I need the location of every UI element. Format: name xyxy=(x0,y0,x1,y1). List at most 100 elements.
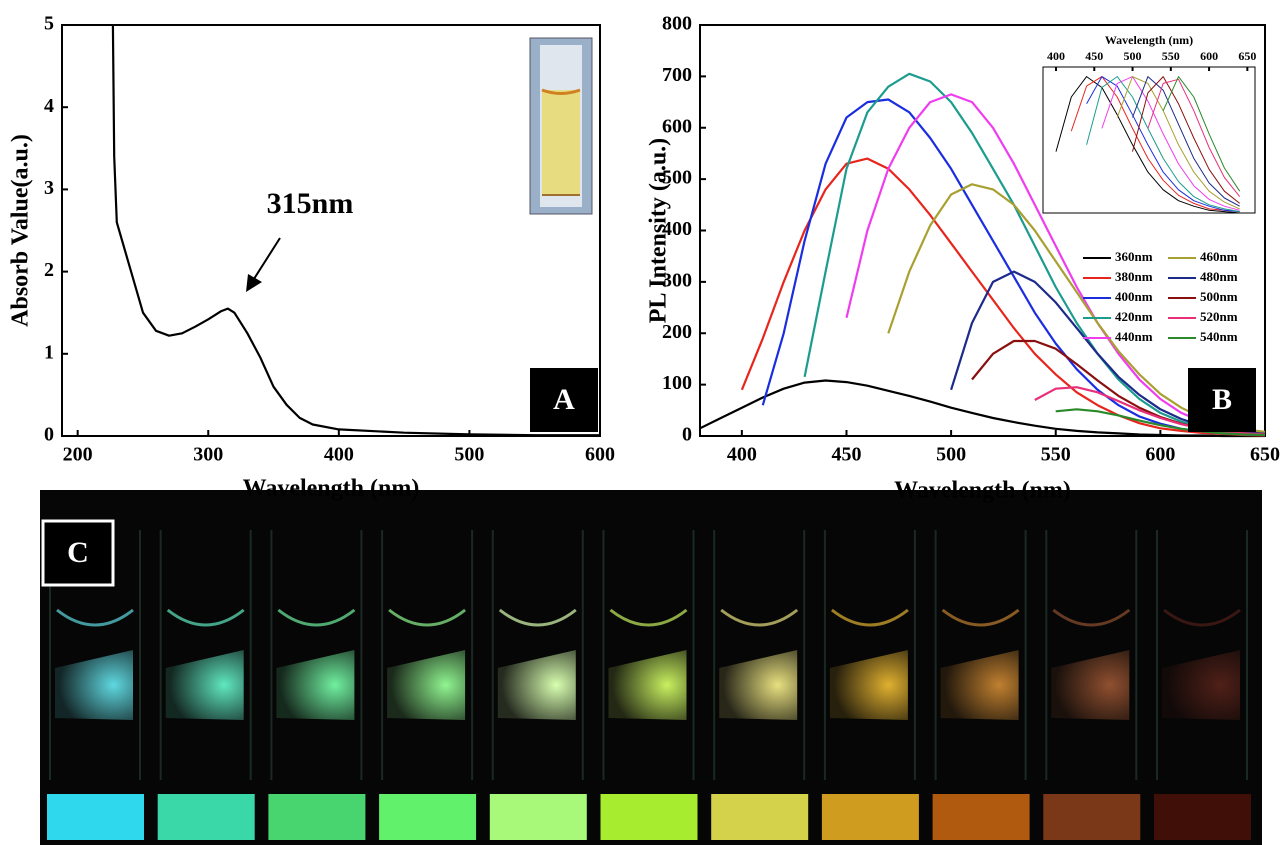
x-axis-label: Wavelength (nm) xyxy=(894,478,1071,504)
data-line xyxy=(1070,76,1240,213)
cuvette-meniscus xyxy=(1052,608,1131,627)
x-tick-label: 500 xyxy=(454,444,484,466)
x-axis-label: Wavelength (nm) xyxy=(1105,33,1193,47)
color-swatch xyxy=(489,794,587,840)
y-tick-label: 4 xyxy=(44,95,54,117)
data-line xyxy=(1101,76,1240,211)
y-axis-label: PL Intensity (a.u.) xyxy=(646,138,672,323)
cuvette-photo xyxy=(529,37,593,215)
data-line xyxy=(1162,76,1241,192)
cuvette-outline xyxy=(823,530,916,780)
panel-label-box xyxy=(530,368,598,432)
data-line xyxy=(1034,386,1266,436)
y-axis-label: Absorb Value(a.u.) xyxy=(8,134,34,327)
annotation-arrow xyxy=(251,237,281,283)
cuvette-meniscus xyxy=(1163,608,1241,627)
y-tick-label: 300 xyxy=(662,269,692,291)
color-swatch xyxy=(157,794,255,840)
x-tick-label: 400 xyxy=(727,444,757,466)
cuvette-glow xyxy=(1162,650,1240,720)
cuvette-glow xyxy=(55,650,133,720)
cuvette-meniscus xyxy=(56,608,134,627)
x-tick-label: 650 xyxy=(1250,444,1280,466)
legend-label: 440nm xyxy=(1115,329,1153,344)
cuvette-outline xyxy=(381,530,474,780)
cuvette-meniscus xyxy=(720,608,799,627)
y-tick-label: 800 xyxy=(662,13,692,35)
x-tick-label: 500 xyxy=(1124,49,1142,63)
x-tick-label: 450 xyxy=(831,444,861,466)
x-tick-label: 500 xyxy=(936,444,966,466)
cuvette-outline xyxy=(491,530,584,780)
y-tick-label: 700 xyxy=(662,64,692,86)
annotation: 315nm xyxy=(267,187,354,220)
data-line xyxy=(1132,76,1241,204)
y-tick-label: 500 xyxy=(662,167,692,189)
cuvette-outline xyxy=(270,530,363,780)
legend-label: 460nm xyxy=(1200,249,1238,264)
legend-label: 540nm xyxy=(1200,329,1238,344)
x-tick-label: 550 xyxy=(1162,49,1180,63)
y-tick-label: 200 xyxy=(662,321,692,343)
x-tick-label: 200 xyxy=(63,444,93,466)
cuvette-glow xyxy=(940,650,1019,720)
meniscus xyxy=(541,88,581,95)
cuvette-outline xyxy=(934,530,1027,780)
color-swatch xyxy=(711,794,809,840)
y-tick-label: 400 xyxy=(662,218,692,240)
x-tick-label: 300 xyxy=(193,444,223,466)
cuvette-glow xyxy=(829,650,908,720)
y-tick-label: 100 xyxy=(662,372,692,394)
panel-label: C xyxy=(67,536,89,569)
cuvette-meniscus xyxy=(388,608,467,627)
cuvette-glow xyxy=(165,650,244,720)
legend-label: 480nm xyxy=(1200,269,1238,284)
cuvette-outline xyxy=(713,530,806,780)
cuvette-outline xyxy=(1045,530,1138,780)
y-tick-label: 2 xyxy=(44,259,54,281)
color-swatch xyxy=(47,794,144,840)
arrow-head xyxy=(246,274,262,292)
legend-label: 360nm xyxy=(1115,249,1153,264)
y-tick-label: 600 xyxy=(662,115,692,137)
color-swatch xyxy=(379,794,477,840)
cuvette-meniscus xyxy=(498,608,577,627)
x-tick-label: 600 xyxy=(585,444,615,466)
data-line xyxy=(740,157,1266,437)
color-swatch xyxy=(932,794,1030,840)
y-tick-label: 3 xyxy=(44,177,54,199)
cuvette-glow xyxy=(719,650,798,720)
x-axis-label: Wavelength (nm) xyxy=(243,476,420,502)
color-swatch xyxy=(1043,794,1141,840)
legend-label: 380nm xyxy=(1115,269,1153,284)
cuvette-meniscus xyxy=(830,608,909,627)
legend-label: 500nm xyxy=(1200,289,1238,304)
data-line xyxy=(111,24,600,437)
cuvette-meniscus xyxy=(941,608,1020,627)
legend-label: 400nm xyxy=(1115,289,1153,304)
color-swatch xyxy=(268,794,366,840)
cuvette-glow xyxy=(276,650,355,720)
data-line xyxy=(1055,408,1266,437)
data-line xyxy=(1116,76,1240,210)
plot-frame xyxy=(61,24,601,437)
x-tick-label: 450 xyxy=(1085,49,1103,63)
cuvette-outline xyxy=(602,530,695,780)
y-tick-label: 0 xyxy=(44,424,54,446)
cuvette-meniscus xyxy=(277,608,356,627)
panel-label-box xyxy=(41,519,115,587)
x-tick-label: 600 xyxy=(1145,444,1175,466)
data-line xyxy=(1132,76,1240,207)
cuvette-meniscus xyxy=(609,608,688,627)
panel-label: B xyxy=(1212,383,1232,416)
panel-label: A xyxy=(553,383,575,416)
x-tick-label: 650 xyxy=(1238,49,1256,63)
cuvette-glow xyxy=(497,650,576,720)
cuvette-liquid xyxy=(542,90,580,196)
data-line xyxy=(1055,76,1240,214)
legend-label: 520nm xyxy=(1200,309,1238,324)
y-tick-label: 0 xyxy=(682,424,692,446)
color-swatch xyxy=(600,794,698,840)
